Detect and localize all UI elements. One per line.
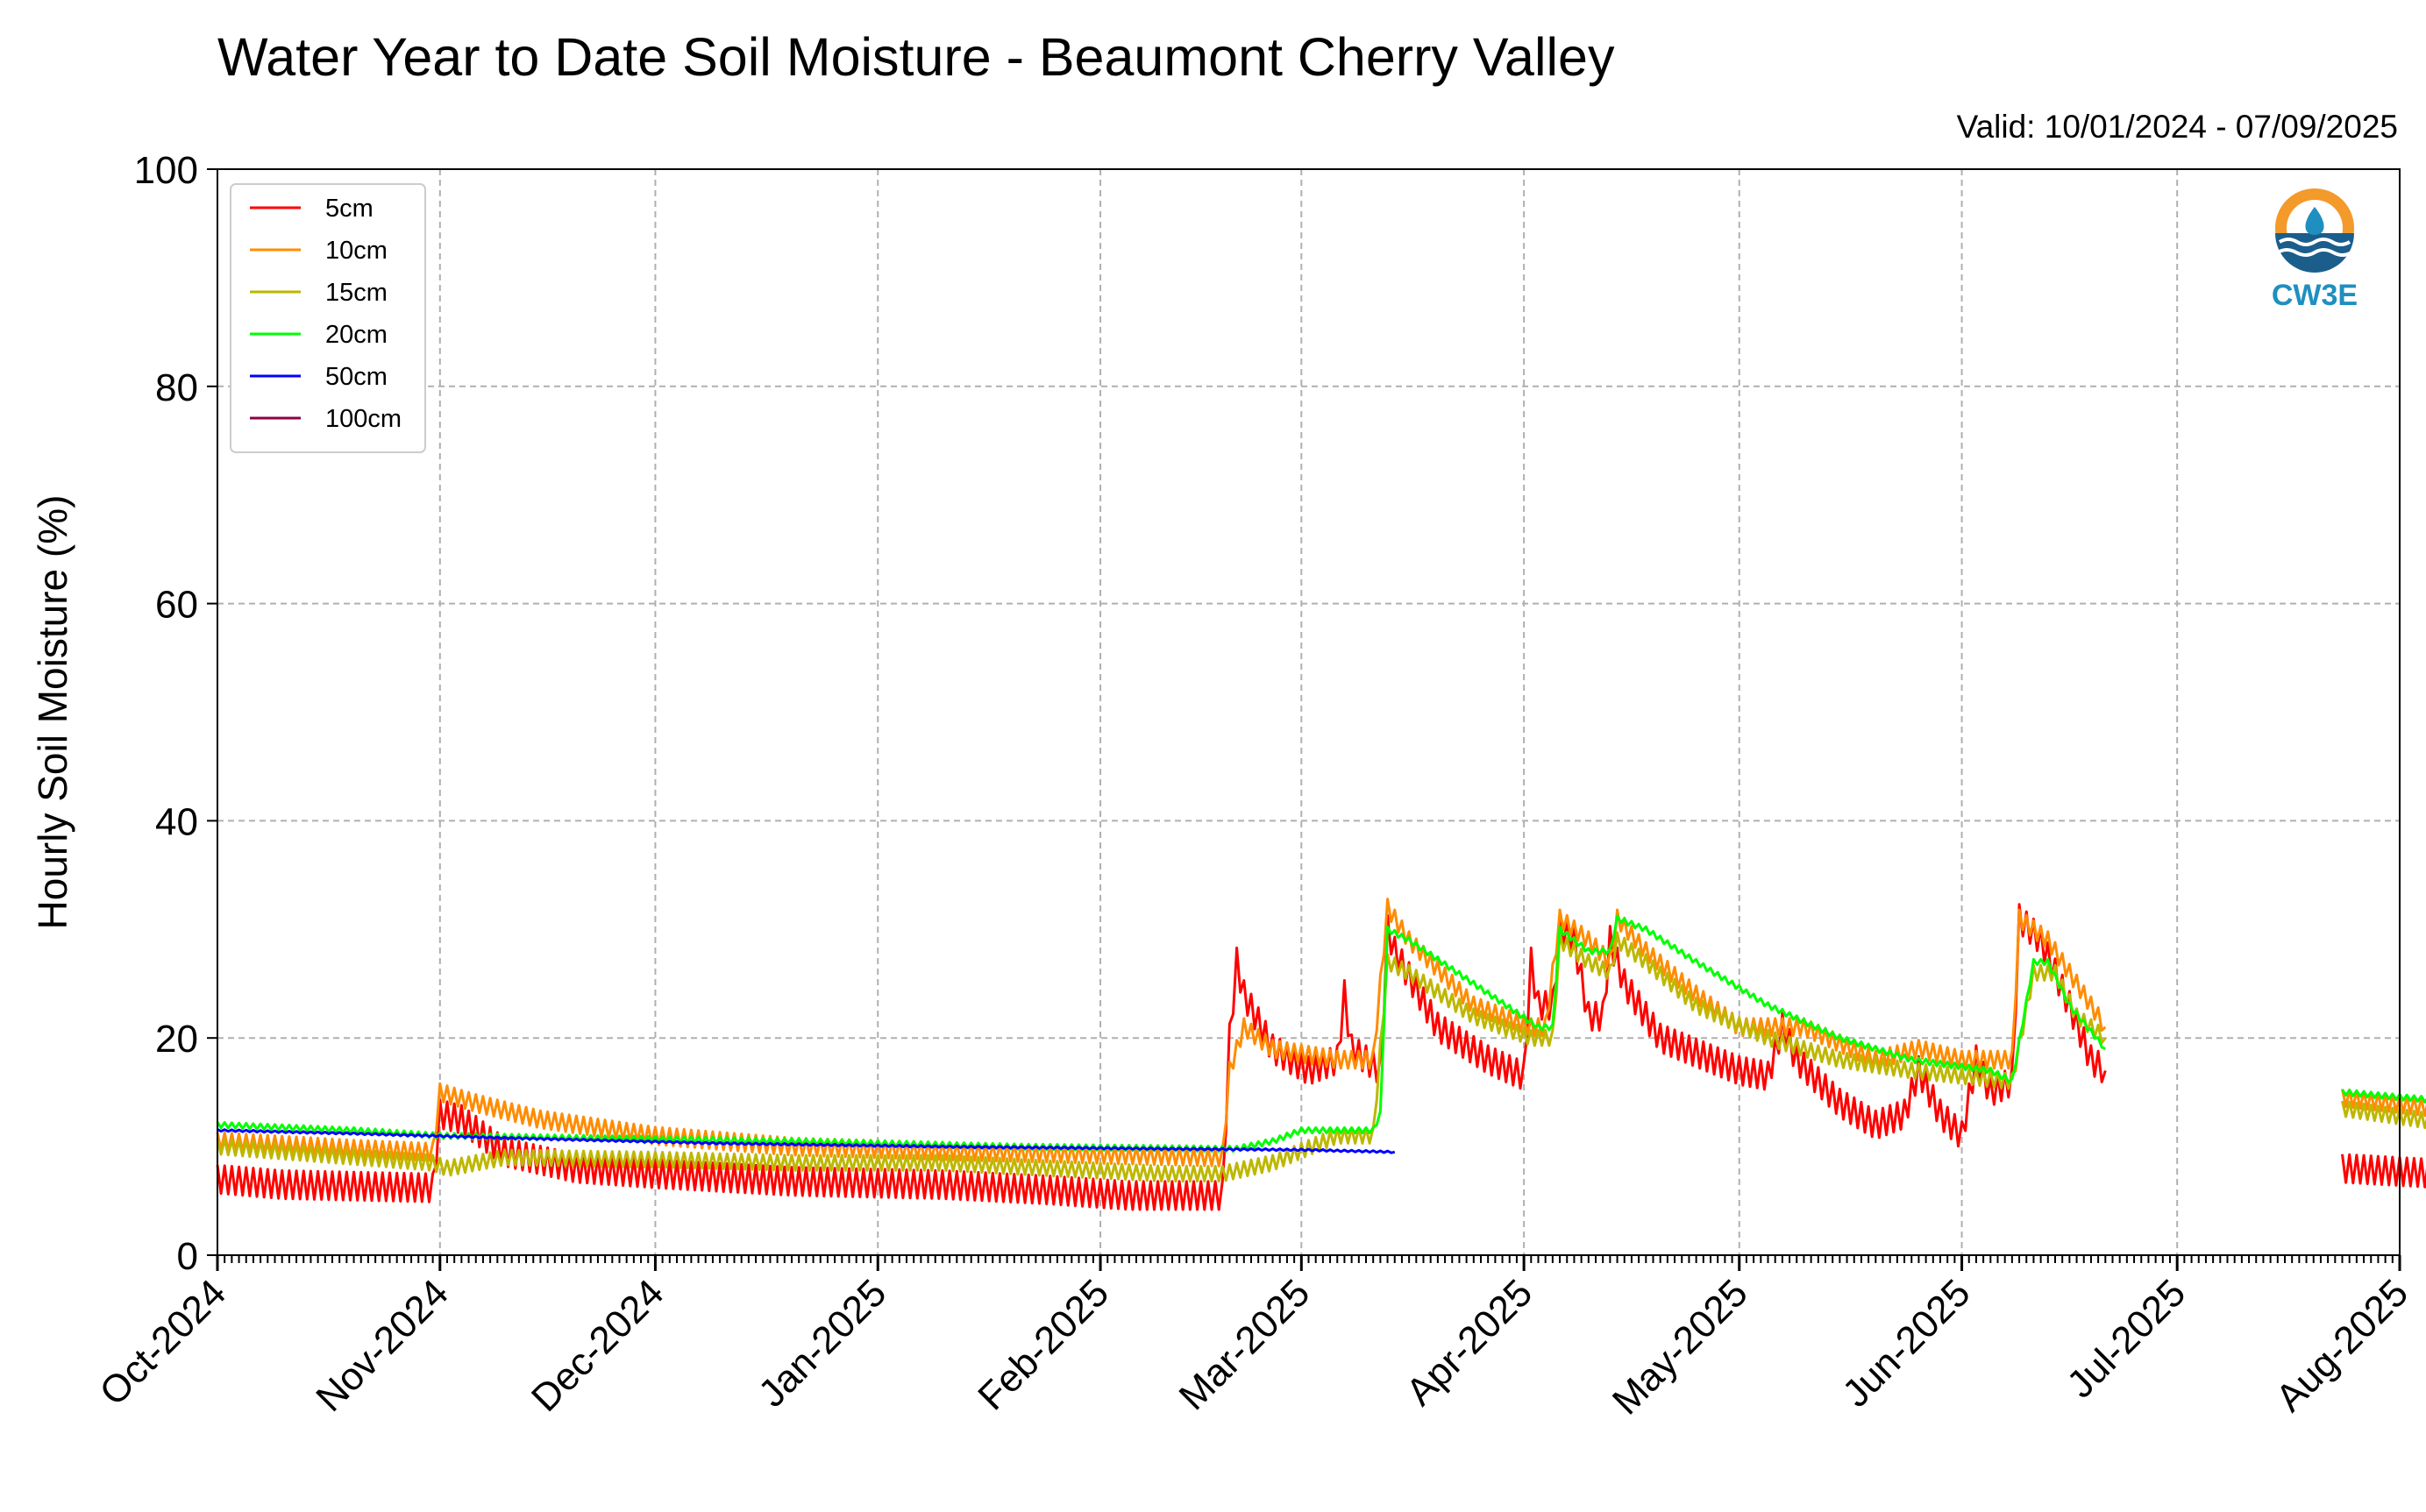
legend-label: 100cm: [325, 405, 402, 433]
series-line-10cm: [216, 898, 2107, 1168]
logo-wave: [2278, 238, 2351, 246]
legend-label: 20cm: [325, 321, 388, 349]
legend-label: 15cm: [325, 279, 388, 307]
logo-text: CW3E: [2272, 279, 2358, 312]
y-tick-label: 60: [155, 584, 198, 627]
series-line-20cm: [2341, 1089, 2426, 1104]
y-tick-label: 100: [134, 149, 198, 192]
series-line-5cm: [2341, 1153, 2426, 1189]
chart-title: Water Year to Date Soil Moisture - Beaum…: [217, 27, 1615, 87]
y-tick-label: 20: [155, 1018, 198, 1061]
y-tick-label: 40: [155, 800, 198, 843]
series-line-10cm: [2341, 1088, 2426, 1118]
legend-label: 5cm: [325, 195, 374, 223]
logo-drop-icon: [2305, 207, 2324, 235]
series-line-15cm: [2341, 1100, 2426, 1130]
y-tick-label: 0: [177, 1235, 198, 1278]
valid-date-range: Valid: 10/01/2024 - 07/09/2025: [1956, 109, 2398, 145]
legend: 5cm 10cm 15cm 20cm 50cm 100cm: [230, 183, 426, 453]
y-tick-label: 80: [155, 366, 198, 409]
legend-label: 10cm: [325, 237, 388, 265]
y-axis-label: Hourly Soil Moisture (%): [30, 495, 75, 930]
series-line-50cm: [217, 1128, 1396, 1154]
logo-wave: [2276, 248, 2353, 257]
cw3e-logo: CW3E: [2272, 188, 2358, 312]
legend-label: 50cm: [325, 363, 388, 391]
series-lines: [216, 898, 2426, 1211]
series-line-15cm: [216, 931, 2107, 1183]
